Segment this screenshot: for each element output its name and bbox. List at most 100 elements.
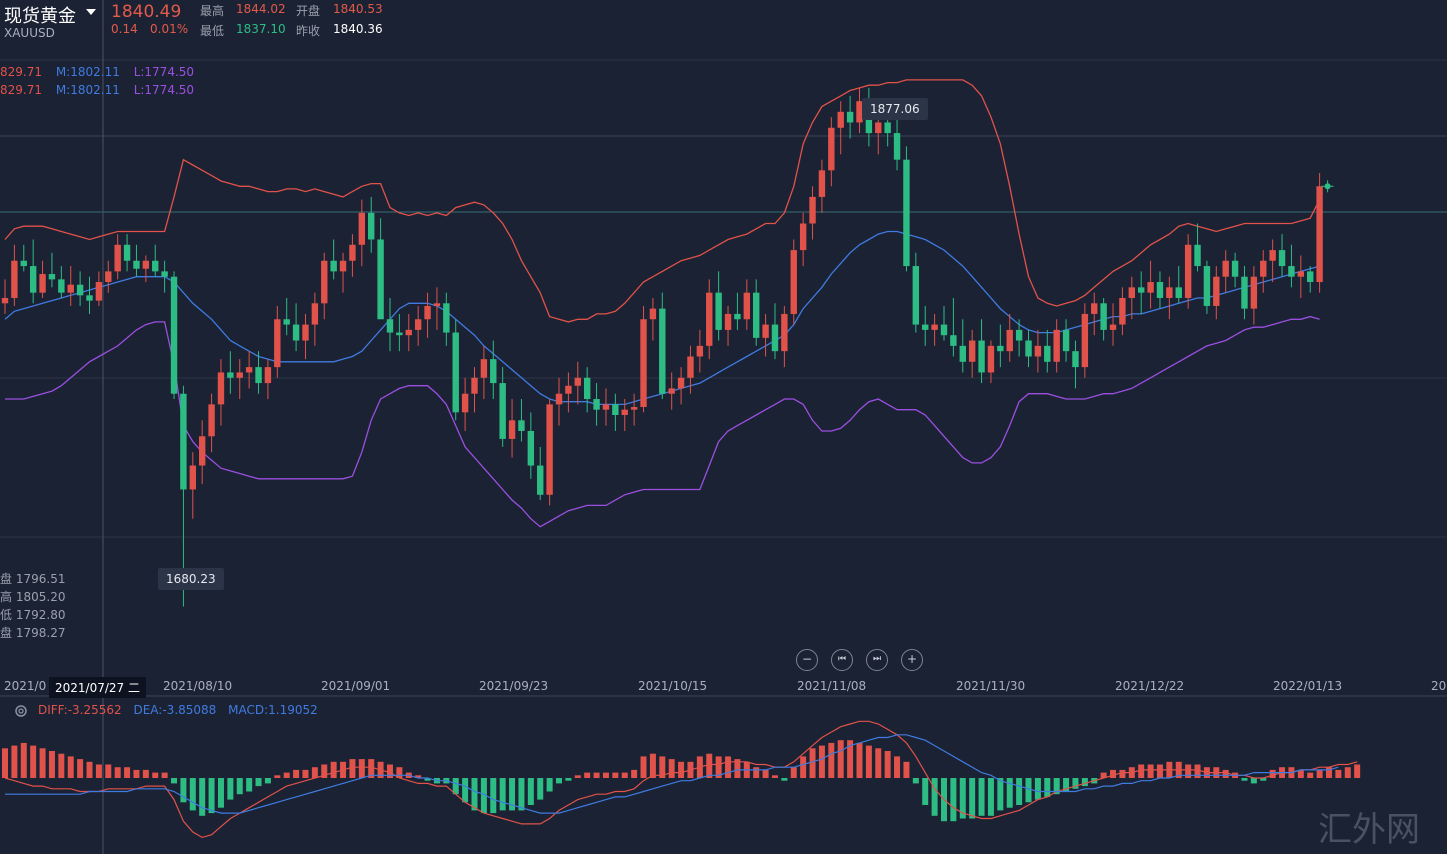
candle-body (724, 313, 732, 330)
candle-body (11, 260, 18, 298)
gear-icon[interactable] (14, 703, 28, 717)
macd-bar (518, 778, 525, 811)
candle (1044, 329, 1051, 373)
candle (1137, 271, 1145, 314)
macd-bar (546, 778, 553, 792)
macd-bar (1072, 778, 1079, 789)
candle-body (630, 407, 638, 410)
candle (490, 340, 497, 400)
candle-body (1231, 260, 1239, 277)
macd-bar (58, 753, 65, 778)
candle-body (1316, 186, 1323, 283)
candle (105, 260, 112, 293)
candle (912, 252, 920, 333)
macd-bar (462, 778, 469, 803)
macd-bar (330, 761, 337, 778)
macd-value: MACD:1.19052 (228, 703, 318, 717)
macd-bar (593, 772, 600, 778)
macd-bar (39, 748, 46, 778)
candle (781, 305, 788, 368)
candle-body (1072, 351, 1079, 368)
macd-bar (302, 769, 309, 778)
macd-bar (678, 761, 685, 778)
candle (1128, 276, 1135, 320)
candle-body (105, 271, 112, 283)
candle-body (480, 359, 488, 378)
macd-bar (171, 778, 178, 784)
candle (922, 305, 929, 346)
candle (931, 313, 938, 346)
macd-bar (659, 756, 666, 778)
macd-bar (1185, 764, 1192, 778)
macd-bar (48, 751, 55, 778)
candle (433, 287, 441, 330)
candle-body (621, 409, 628, 415)
zoom-out-button[interactable]: − (796, 649, 818, 671)
candle (856, 87, 863, 134)
candle-body (424, 305, 431, 320)
candle (48, 252, 56, 288)
candle (1184, 234, 1192, 309)
macd-bar (818, 745, 825, 778)
candle-body (443, 303, 450, 333)
candle-body (358, 212, 366, 245)
candle-body (292, 324, 300, 341)
candle-body (349, 244, 356, 261)
macd-bar (978, 778, 985, 816)
candle-body (612, 404, 619, 415)
candle-body (339, 260, 347, 272)
macd-bar (875, 748, 882, 778)
macd-bar (1260, 778, 1267, 781)
candle-body (255, 367, 262, 384)
macd-bar (1156, 764, 1163, 778)
candle-body (1203, 266, 1211, 306)
macd-bar (865, 745, 872, 778)
candle-body (1307, 271, 1314, 283)
candle (1025, 329, 1032, 368)
instrument-title[interactable]: 现货黄金 (4, 6, 76, 27)
macd-bar (959, 778, 966, 819)
candle (1119, 287, 1126, 336)
scroll-end-button[interactable]: ⏭ (866, 649, 888, 671)
candle (339, 252, 347, 293)
candle (1278, 234, 1286, 277)
macd-bar (358, 759, 365, 778)
candle-body (1297, 271, 1305, 277)
candle (396, 313, 403, 352)
macd-bar (706, 753, 713, 778)
x-tick: 2021/08/10 (163, 679, 233, 693)
candle-body (39, 274, 46, 293)
macd-diff-value: DIFF:-3.25562 (38, 703, 122, 717)
candle (630, 393, 638, 426)
scroll-start-button[interactable]: ⏮ (831, 649, 853, 671)
candle (321, 252, 328, 320)
candle-body (302, 324, 309, 341)
candle (152, 244, 159, 277)
macd-bar (894, 756, 901, 778)
candle (828, 117, 835, 187)
macd-bar (1316, 769, 1323, 778)
macd-bar (424, 778, 431, 781)
macd-bar (20, 742, 27, 778)
candle (1053, 319, 1060, 373)
zoom-in-button[interactable]: + (901, 649, 923, 671)
candle-body (1166, 287, 1173, 298)
macd-bar (227, 778, 234, 800)
candle-body (1025, 340, 1032, 357)
candle (264, 359, 272, 400)
macd-bar (753, 767, 760, 778)
candle (170, 271, 178, 400)
candle-body (189, 465, 196, 490)
candle-body (1062, 329, 1070, 352)
candle-body (1081, 313, 1089, 368)
candle-body (640, 319, 647, 408)
candle (386, 297, 394, 352)
chevron-down-icon[interactable] (86, 9, 96, 15)
macd-bar (790, 767, 797, 778)
candle (358, 199, 366, 267)
candle (76, 271, 84, 306)
candle-body (48, 274, 56, 280)
candle-body (903, 159, 910, 267)
candle (1147, 260, 1154, 309)
